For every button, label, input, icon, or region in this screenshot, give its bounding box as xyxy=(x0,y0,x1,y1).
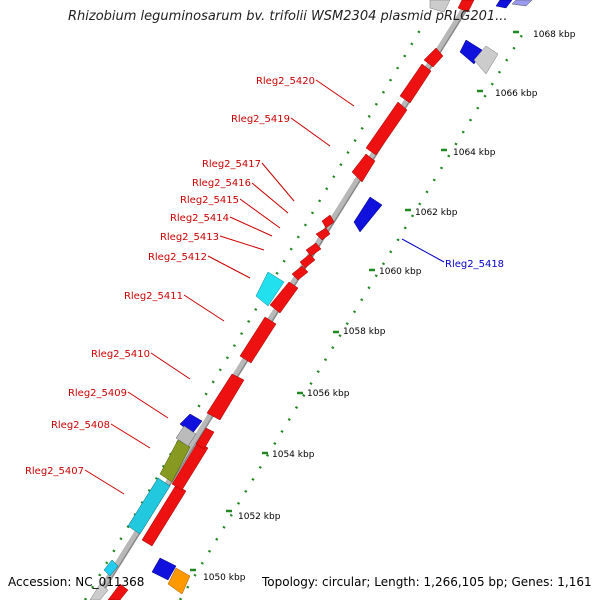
olive-gene-5408[interactable] xyxy=(159,439,191,483)
gene-label[interactable]: Rleg2_5419 xyxy=(231,114,290,125)
cyan-gene-bottom[interactable] xyxy=(103,559,119,577)
kbp-label-1050: 1050 kbp xyxy=(203,573,246,583)
gene-label[interactable]: Rleg2_5410 xyxy=(91,349,150,360)
gene-label[interactable]: Rleg2_5415 xyxy=(180,195,239,206)
genome-title: Rhizobium leguminosarum bv. trifolii WSM… xyxy=(68,9,508,24)
kbp-label-1064: 1064 kbp xyxy=(453,148,496,158)
gene-label[interactable]: Rleg2_5411 xyxy=(124,291,183,302)
gene-rleg2-5418[interactable] xyxy=(353,196,383,233)
cyan-gene-5407[interactable] xyxy=(127,477,171,535)
gene-rleg2-5411[interactable] xyxy=(269,281,299,314)
genome-summary: Topology: circular; Length: 1,266,105 bp… xyxy=(262,575,592,589)
label-connectors xyxy=(84,79,355,495)
orange-gene-bottom[interactable] xyxy=(167,567,191,595)
gene-rleg2-5407[interactable] xyxy=(141,484,187,547)
gene-rleg2-5419[interactable] xyxy=(351,153,376,183)
gene-rleg2-5420b[interactable] xyxy=(423,47,444,68)
gene-label[interactable]: Rleg2_5417 xyxy=(202,159,261,170)
gene-rleg2-5413[interactable] xyxy=(299,253,316,269)
kbp-label-1054: 1054 kbp xyxy=(272,450,315,460)
gene-label[interactable]: Rleg2_5416 xyxy=(192,178,251,189)
grey-gene-5408[interactable] xyxy=(175,425,197,447)
feature-blocks xyxy=(89,0,533,600)
accession-text: Accession: NC_011368 xyxy=(8,575,145,589)
kbp-label-1066: 1066 kbp xyxy=(495,89,538,99)
gene-label[interactable]: Rleg2_5420 xyxy=(256,76,315,87)
gene-rleg2-5419b[interactable] xyxy=(365,101,408,156)
reverse-genes xyxy=(151,0,513,581)
grey-gene-top[interactable] xyxy=(473,45,499,75)
kbp-label-1068: 1068 kbp xyxy=(533,30,576,40)
label-connector-reverse xyxy=(401,238,445,263)
gene-label[interactable]: Rleg2_5407 xyxy=(25,466,84,477)
gene-rleg2-5408[interactable] xyxy=(195,427,215,450)
gene-top-blue-2[interactable] xyxy=(495,0,513,9)
lavender-gene-top[interactable] xyxy=(511,0,533,7)
gene-bottom-blue[interactable] xyxy=(151,557,177,581)
cyan-gene-5412[interactable] xyxy=(255,271,285,307)
gene-rleg2-5420[interactable] xyxy=(399,63,432,104)
gene-label[interactable]: Rleg2_5409 xyxy=(68,388,127,399)
gene-label[interactable]: Rleg2_5414 xyxy=(170,213,229,224)
gene-rleg2-5409[interactable] xyxy=(206,373,245,421)
kbp-ticks xyxy=(190,30,519,572)
kbp-label-1052: 1052 kbp xyxy=(238,512,281,522)
gene-rleg2-5415[interactable] xyxy=(315,227,331,241)
gene-rleg2-5414[interactable] xyxy=(305,242,322,257)
grey-gene-bottom[interactable] xyxy=(89,583,109,600)
kbp-label-1058: 1058 kbp xyxy=(343,327,386,337)
gene-top-red[interactable] xyxy=(457,0,475,13)
kbp-label-1056: 1056 kbp xyxy=(307,389,350,399)
gene-label[interactable]: Rleg2_5413 xyxy=(160,232,219,243)
kbp-label-1062: 1062 kbp xyxy=(415,208,458,218)
gene-rleg2-5416[interactable] xyxy=(321,214,335,229)
gene-rleg2-5407b[interactable] xyxy=(171,441,209,491)
grey-gene-top-2[interactable] xyxy=(429,0,451,13)
gene-label[interactable]: Rleg2_5408 xyxy=(51,420,110,431)
gene-rleg2-5412[interactable] xyxy=(291,265,309,281)
gene-label-reverse[interactable]: Rleg2_5418 xyxy=(445,259,504,270)
forward-genes xyxy=(107,0,475,600)
gene-label[interactable]: Rleg2_5412 xyxy=(148,252,207,263)
kbp-label-1060: 1060 kbp xyxy=(379,267,422,277)
gene-bottom-red[interactable] xyxy=(107,583,129,600)
gene-rleg2-5410[interactable] xyxy=(239,316,277,364)
